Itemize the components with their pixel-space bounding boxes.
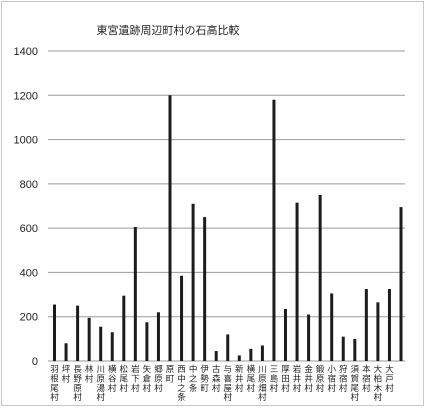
category-label: 狩宿村 <box>339 364 348 394</box>
bar-20 <box>284 308 287 361</box>
category-label: 西中之条 <box>177 365 186 403</box>
category-label: 長野原村 <box>73 365 82 403</box>
category-label: 横谷村 <box>108 364 117 394</box>
y-tick-label: 1000 <box>14 135 38 147</box>
bar-16 <box>237 355 241 361</box>
bar-6 <box>122 295 126 361</box>
y-tick-label: 600 <box>20 223 38 235</box>
category-label: 林村 <box>85 364 94 384</box>
category-label: 大戸村 <box>385 364 394 394</box>
bar-15 <box>226 334 230 361</box>
category-label: 岩井村 <box>293 364 302 394</box>
y-tick-label: 1200 <box>14 90 38 102</box>
bar-5 <box>110 332 114 361</box>
category-label: 大柏木村 <box>374 364 383 403</box>
bar-29 <box>387 289 391 361</box>
bar-3 <box>87 317 91 361</box>
bar-1 <box>64 343 68 361</box>
chart-title: 東宮遺跡周辺町村の石高比較 <box>97 23 240 37</box>
bar-19 <box>272 99 276 362</box>
bar-27 <box>364 289 368 361</box>
category-label: 原町 <box>166 365 175 384</box>
category-label: 郷原村 <box>154 365 163 394</box>
category-label: 中之条 <box>189 364 198 394</box>
category-label: 小宿村 <box>327 364 336 394</box>
y-tick-label: 800 <box>20 179 38 191</box>
category-label: 伊勢町 <box>200 364 209 394</box>
bar-13 <box>203 217 207 361</box>
bar-23 <box>318 194 322 361</box>
bar-9 <box>156 312 160 361</box>
bar-21 <box>295 202 299 361</box>
category-label: 与喜屋村 <box>223 365 232 403</box>
category-label: 本宿村 <box>362 364 371 394</box>
category-label: 川原湯村 <box>96 365 105 403</box>
category-label: 新井村 <box>235 364 244 394</box>
category-label: 三島村 <box>270 365 279 394</box>
bar-30 <box>399 207 403 361</box>
bar-17 <box>249 348 253 361</box>
category-label: 川原畑村 <box>258 365 267 403</box>
category-label: 厚田村 <box>281 365 290 394</box>
bar-12 <box>191 203 195 361</box>
bar-8 <box>145 322 149 361</box>
category-label: 矢倉村 <box>143 364 152 394</box>
bar-4 <box>99 326 103 361</box>
y-tick-label: 1400 <box>14 46 38 58</box>
bar-24 <box>330 293 334 361</box>
category-label: 岩下村 <box>131 364 140 394</box>
category-label: 須賀尾村 <box>351 365 360 403</box>
category-label: 鍛原村 <box>316 364 325 394</box>
y-tick-label: 400 <box>20 267 38 279</box>
bar-10 <box>168 95 172 361</box>
bar-28 <box>376 302 380 361</box>
bar-0 <box>53 304 56 361</box>
bar-25 <box>341 336 345 361</box>
category-label: 金井村 <box>304 364 313 394</box>
category-label: 松尾村 <box>120 364 129 394</box>
y-tick-label: 0 <box>32 356 38 368</box>
category-label: 坪村 <box>62 365 71 384</box>
bar-26 <box>353 338 357 361</box>
bar-11 <box>180 275 184 361</box>
bar-18 <box>260 345 264 361</box>
y-tick-label: 200 <box>20 312 38 324</box>
bar-2 <box>76 305 80 361</box>
category-label: 古森村 <box>212 364 221 394</box>
bar-14 <box>214 351 218 361</box>
category-label: 羽根尾村 <box>50 365 59 403</box>
category-label: 横尾村 <box>247 364 256 394</box>
bar-22 <box>307 314 311 361</box>
bar-7 <box>133 227 137 361</box>
